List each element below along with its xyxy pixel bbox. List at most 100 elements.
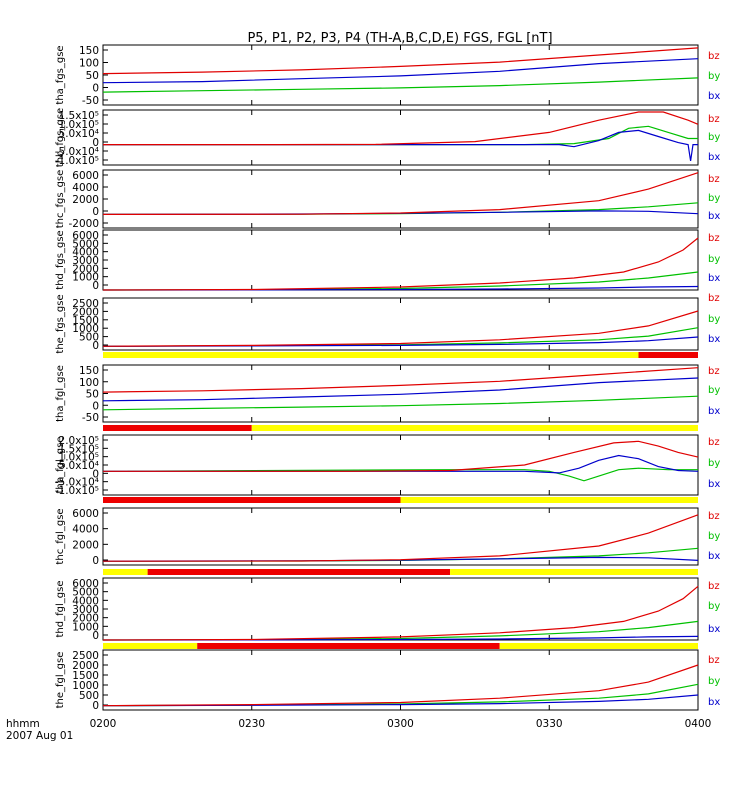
date-label: 2007 Aug 01 bbox=[6, 730, 73, 742]
y-tick-label: 0 bbox=[92, 206, 99, 218]
y-tick-label: -5.0x10⁴ bbox=[55, 477, 99, 489]
legend-bz: bz bbox=[708, 233, 720, 244]
series-line-bx bbox=[102, 58, 699, 84]
series-line-bx bbox=[103, 129, 698, 161]
y-tick-label: 6000 bbox=[72, 170, 99, 182]
series-line-bx bbox=[103, 454, 699, 474]
series-line-bz bbox=[103, 111, 699, 146]
legend-bz: bz bbox=[708, 366, 720, 377]
y-tick-label: -5.0x10⁴ bbox=[55, 146, 99, 158]
y-tick-label: 1.0x10⁵ bbox=[59, 452, 99, 464]
y-tick-label: 6000 bbox=[72, 230, 99, 242]
legend-bx: bx bbox=[708, 479, 720, 490]
legend-bx: bx bbox=[708, 624, 720, 635]
x-axis: hhmm 2007 Aug 01 0200 0230 0300 0330 0400 bbox=[6, 718, 711, 742]
mode-bar-segment bbox=[103, 497, 401, 503]
legend-bx: bx bbox=[708, 211, 720, 222]
series-line-by bbox=[102, 467, 698, 482]
legend-by: by bbox=[708, 676, 720, 687]
legend-bx: bx bbox=[708, 273, 720, 284]
x-tick-label: 0200 bbox=[90, 718, 117, 730]
y-tick-label: -50 bbox=[82, 95, 99, 107]
y-tick-label: 50 bbox=[86, 70, 99, 82]
y-tick-label: 3000 bbox=[72, 255, 99, 267]
y-tick-label: -2000 bbox=[68, 218, 99, 230]
legend-bz: bz bbox=[708, 437, 720, 448]
y-tick-label: 100 bbox=[79, 377, 99, 389]
legend-bx: bx bbox=[708, 152, 720, 163]
panel-thb_fgl_gse: 2.0x10⁵1.5x10⁵1.0x10⁵5.0x10⁴0-5.0x10⁴-1.… bbox=[55, 434, 720, 497]
panel-frame bbox=[102, 169, 699, 229]
y-tick-label: 5000 bbox=[72, 238, 99, 250]
series-line-bz bbox=[102, 310, 699, 347]
y-tick-label: 4000 bbox=[72, 524, 99, 536]
y-tick-label: 1000 bbox=[72, 680, 99, 692]
series-line-by bbox=[102, 395, 699, 411]
y-axis-label: thc_fgl_gse bbox=[55, 508, 66, 564]
legend-bz: bz bbox=[708, 511, 720, 522]
x-tick-label: 0330 bbox=[536, 718, 563, 730]
y-axis-label: thd_fgl_gse bbox=[55, 581, 66, 638]
y-tick-label: 2000 bbox=[72, 194, 99, 206]
y-tick-label: 5.0x10⁴ bbox=[59, 460, 99, 472]
x-tick-label: 0400 bbox=[685, 718, 712, 730]
mode-bar-segment bbox=[147, 569, 451, 575]
mode-bar bbox=[103, 497, 698, 503]
mode-bar-segment bbox=[197, 643, 500, 649]
y-tick-label: 2.0x10⁵ bbox=[59, 435, 99, 447]
y-tick-label: 100 bbox=[79, 58, 99, 70]
y-tick-label: 2500 bbox=[72, 298, 99, 310]
legend-bz: bz bbox=[708, 655, 720, 666]
y-tick-label: 0 bbox=[92, 83, 99, 95]
x-tick-label: 0230 bbox=[238, 718, 265, 730]
legend-bx: bx bbox=[708, 697, 720, 708]
y-tick-label: 1000 bbox=[72, 621, 99, 633]
y-tick-label: 2000 bbox=[72, 306, 99, 318]
series-line-bz bbox=[102, 47, 699, 75]
y-tick-label: 0 bbox=[92, 700, 99, 712]
series-line-bz bbox=[102, 237, 699, 291]
series-line-bx bbox=[102, 336, 699, 347]
legend-by: by bbox=[708, 458, 720, 469]
y-tick-label: 4000 bbox=[72, 182, 99, 194]
series-line-bz bbox=[102, 664, 699, 707]
y-tick-label: 1.5x10⁵ bbox=[59, 110, 99, 122]
series-line-bz bbox=[103, 440, 699, 472]
mode-bar-segment bbox=[638, 352, 698, 358]
y-tick-label: 0 bbox=[92, 468, 99, 480]
y-tick-label: 500 bbox=[79, 332, 99, 344]
legend-by: by bbox=[708, 314, 720, 325]
legend-bx: bx bbox=[708, 91, 720, 102]
legend-by: by bbox=[708, 193, 720, 204]
y-axis-label: thd_fgs_gse bbox=[55, 230, 66, 289]
y-tick-label: 1000 bbox=[72, 323, 99, 335]
mode-bar bbox=[103, 425, 698, 431]
y-tick-label: 3000 bbox=[72, 604, 99, 616]
y-tick-label: -1.0x10⁵ bbox=[55, 485, 99, 497]
series-line-by bbox=[103, 125, 698, 146]
legend-bx: bx bbox=[708, 334, 720, 345]
legend-by: by bbox=[708, 254, 720, 265]
y-axis-label: thb_fgl_gse bbox=[55, 437, 66, 494]
y-tick-label: 4000 bbox=[72, 595, 99, 607]
legend-by: by bbox=[708, 385, 720, 396]
legend-bz: bz bbox=[708, 114, 720, 125]
panel-frame bbox=[102, 507, 699, 566]
chart-title: P5, P1, P2, P3, P4 (TH-A,B,C,D,E) FGS, F… bbox=[247, 31, 552, 46]
mode-bar-segment bbox=[103, 352, 639, 358]
x-axis-label: hhmm bbox=[6, 718, 40, 730]
y-tick-label: 0 bbox=[92, 137, 99, 149]
y-tick-label: 2500 bbox=[72, 650, 99, 662]
y-tick-label: 6000 bbox=[72, 508, 99, 520]
y-axis-label: the_fgl_gse bbox=[55, 652, 66, 709]
y-tick-label: 1500 bbox=[72, 670, 99, 682]
y-tick-label: -1.0x10⁵ bbox=[55, 155, 99, 167]
legend-bz: bz bbox=[708, 293, 720, 304]
